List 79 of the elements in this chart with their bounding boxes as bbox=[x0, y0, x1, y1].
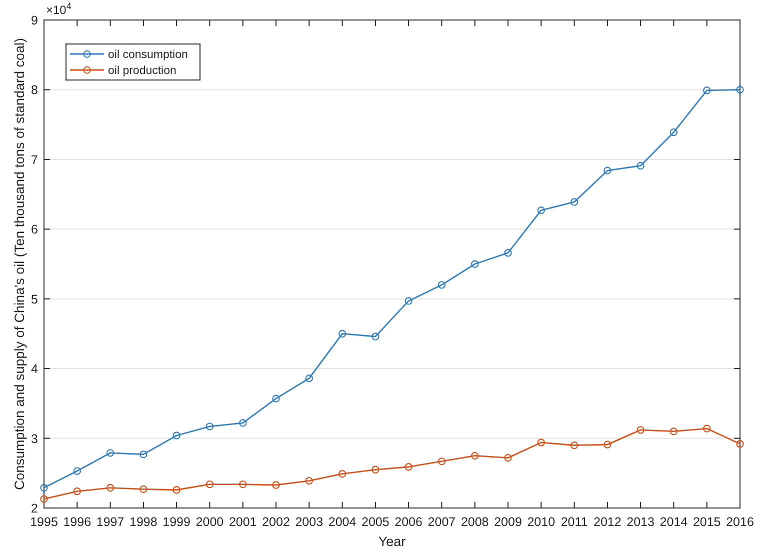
x-tick-label: 2000 bbox=[196, 515, 224, 529]
point bbox=[604, 440, 612, 448]
x-tick-label: 2011 bbox=[560, 515, 588, 529]
point bbox=[504, 454, 512, 462]
point bbox=[404, 297, 412, 305]
point bbox=[338, 330, 346, 338]
point bbox=[636, 426, 644, 434]
point bbox=[537, 438, 545, 446]
y-tick-label: 8 bbox=[31, 83, 38, 98]
point bbox=[106, 449, 114, 457]
x-tick-label: 2006 bbox=[394, 515, 423, 529]
point bbox=[537, 206, 545, 214]
text: ×10$^{4}$ bbox=[46, 1, 72, 17]
point bbox=[40, 484, 48, 492]
point bbox=[40, 495, 48, 503]
point bbox=[73, 467, 81, 475]
y-tick-label: 4 bbox=[31, 362, 38, 376]
point bbox=[239, 480, 247, 488]
point bbox=[140, 450, 148, 458]
point bbox=[570, 441, 578, 450]
x-tick-label: 1997 bbox=[96, 515, 124, 529]
point bbox=[272, 394, 280, 402]
point bbox=[206, 480, 214, 488]
x-axis-title: Year bbox=[378, 534, 406, 549]
x-tick-label: 2016 bbox=[726, 515, 754, 529]
x-tick-label: 2014 bbox=[660, 515, 688, 529]
point bbox=[372, 332, 380, 340]
point bbox=[404, 463, 412, 471]
x-tick-label: 1996 bbox=[63, 515, 92, 529]
point bbox=[670, 427, 678, 436]
x-tick-label: 2002 bbox=[262, 515, 290, 529]
y-tick-label: 6 bbox=[31, 222, 38, 237]
y-tick-label: 9 bbox=[31, 14, 38, 28]
x-tick-label: 2003 bbox=[295, 515, 324, 529]
point bbox=[703, 424, 711, 432]
x-tick-label: 2012 bbox=[594, 515, 622, 529]
point bbox=[504, 248, 512, 257]
x-tick-label: 1995 bbox=[30, 515, 58, 529]
point bbox=[338, 470, 346, 478]
x-tick-label: 2015 bbox=[692, 515, 721, 529]
x-tick-label: 2007 bbox=[428, 515, 456, 529]
y-tick-label: 2 bbox=[31, 502, 38, 516]
legend-label: oil consumption bbox=[108, 49, 188, 61]
y-tick-label: 7 bbox=[31, 152, 38, 167]
point bbox=[736, 86, 744, 94]
point bbox=[438, 281, 446, 289]
point bbox=[670, 128, 678, 136]
x-tick-label: 2004 bbox=[328, 515, 356, 529]
point bbox=[73, 487, 81, 496]
point bbox=[636, 162, 644, 170]
point bbox=[239, 419, 247, 427]
point bbox=[206, 422, 214, 430]
point bbox=[305, 374, 313, 382]
point bbox=[140, 485, 148, 494]
point bbox=[172, 432, 180, 440]
x-tick-label: 2009 bbox=[494, 515, 522, 529]
y-tick-label: 3 bbox=[31, 432, 38, 446]
y-tick-label: 5 bbox=[31, 292, 38, 306]
point bbox=[570, 198, 578, 206]
point bbox=[703, 86, 711, 94]
x-tick-label: 2010 bbox=[527, 515, 556, 529]
x-tick-label: 1999 bbox=[162, 515, 191, 529]
legend-label: oil production bbox=[108, 65, 176, 77]
point bbox=[106, 484, 114, 492]
point bbox=[471, 452, 479, 460]
point bbox=[736, 440, 744, 448]
point bbox=[604, 166, 612, 174]
x-tick-label: 1998 bbox=[130, 515, 158, 529]
point bbox=[471, 260, 479, 268]
x-tick-label: 2013 bbox=[626, 515, 655, 529]
x-tick-label: 2001 bbox=[228, 515, 257, 529]
point bbox=[438, 457, 446, 466]
point bbox=[305, 476, 313, 485]
point bbox=[372, 466, 380, 474]
x-tick-label: 2008 bbox=[460, 515, 489, 529]
point bbox=[272, 481, 280, 489]
point bbox=[172, 486, 180, 494]
y-axis-title: Consumption and supply of China's oil (Ten thousand tons of standard coal) bbox=[12, 38, 27, 490]
x-tick-label: 2005 bbox=[362, 515, 390, 529]
